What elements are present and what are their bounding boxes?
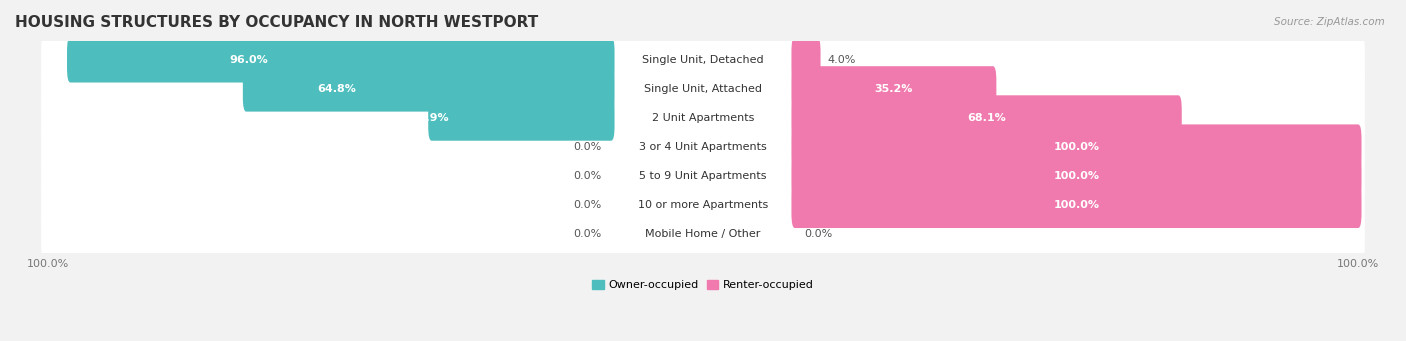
Text: 0.0%: 0.0% (574, 171, 602, 181)
Text: 64.8%: 64.8% (318, 84, 356, 94)
Text: 0.0%: 0.0% (574, 229, 602, 239)
FancyBboxPatch shape (792, 124, 1361, 170)
FancyBboxPatch shape (41, 92, 1365, 144)
FancyBboxPatch shape (41, 180, 1365, 231)
Legend: Owner-occupied, Renter-occupied: Owner-occupied, Renter-occupied (588, 275, 818, 295)
Text: 35.2%: 35.2% (875, 84, 912, 94)
Text: 100.0%: 100.0% (1053, 200, 1099, 210)
Text: 0.0%: 0.0% (574, 200, 602, 210)
Text: 0.0%: 0.0% (804, 229, 832, 239)
Text: HOUSING STRUCTURES BY OCCUPANCY IN NORTH WESTPORT: HOUSING STRUCTURES BY OCCUPANCY IN NORTH… (15, 15, 538, 30)
Text: 2 Unit Apartments: 2 Unit Apartments (652, 113, 754, 123)
Text: 3 or 4 Unit Apartments: 3 or 4 Unit Apartments (640, 142, 766, 152)
FancyBboxPatch shape (243, 66, 614, 112)
FancyBboxPatch shape (41, 121, 1365, 173)
Text: 96.0%: 96.0% (229, 55, 269, 65)
FancyBboxPatch shape (429, 95, 614, 141)
FancyBboxPatch shape (792, 153, 1361, 199)
FancyBboxPatch shape (67, 37, 614, 83)
Text: Single Unit, Attached: Single Unit, Attached (644, 84, 762, 94)
FancyBboxPatch shape (41, 209, 1365, 260)
FancyBboxPatch shape (792, 183, 1361, 228)
FancyBboxPatch shape (41, 151, 1365, 202)
Text: 100.0%: 100.0% (1053, 171, 1099, 181)
FancyBboxPatch shape (792, 95, 1182, 141)
Text: 10 or more Apartments: 10 or more Apartments (638, 200, 768, 210)
FancyBboxPatch shape (41, 34, 1365, 85)
Text: Single Unit, Detached: Single Unit, Detached (643, 55, 763, 65)
Text: Mobile Home / Other: Mobile Home / Other (645, 229, 761, 239)
Text: 0.0%: 0.0% (574, 142, 602, 152)
Text: 31.9%: 31.9% (411, 113, 449, 123)
Text: 5 to 9 Unit Apartments: 5 to 9 Unit Apartments (640, 171, 766, 181)
FancyBboxPatch shape (792, 66, 997, 112)
Text: 100.0%: 100.0% (1053, 142, 1099, 152)
Text: Source: ZipAtlas.com: Source: ZipAtlas.com (1274, 17, 1385, 27)
FancyBboxPatch shape (41, 63, 1365, 115)
Text: 4.0%: 4.0% (827, 55, 855, 65)
FancyBboxPatch shape (792, 37, 821, 83)
Text: 68.1%: 68.1% (967, 113, 1005, 123)
